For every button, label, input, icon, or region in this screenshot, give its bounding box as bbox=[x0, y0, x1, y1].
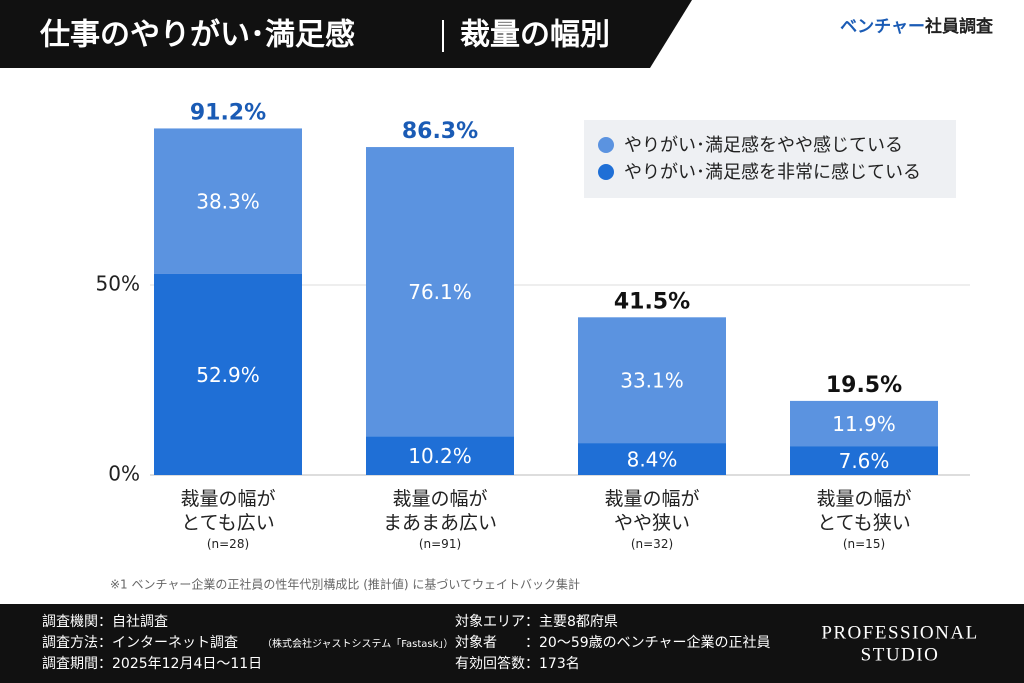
value-label: 76.1% bbox=[408, 280, 472, 304]
bar-segment bbox=[366, 147, 514, 437]
footer-text: 調査機関：自社調査 bbox=[42, 614, 168, 630]
value-label: 33.1% bbox=[620, 369, 684, 393]
bar-segment bbox=[578, 443, 726, 475]
footer-text: 調査方法：インターネット調査 bbox=[42, 635, 238, 651]
footer-band bbox=[0, 604, 1024, 683]
value-label: 52.9% bbox=[196, 363, 260, 387]
total-label: 91.2% bbox=[190, 100, 266, 125]
y-tick-label: 50% bbox=[96, 272, 140, 296]
total-label: 86.3% bbox=[402, 119, 478, 144]
sample-size: (n=28) bbox=[206, 537, 250, 551]
legend-label: やりがい･満足感を非常に感じている bbox=[624, 162, 921, 183]
brand: ベンチャー bbox=[840, 17, 925, 37]
logo: PROFESSIONAL bbox=[821, 622, 978, 643]
value-label: 7.6% bbox=[839, 449, 890, 473]
footer-text: 対象エリア：主要8都府県 bbox=[455, 614, 618, 630]
x-tick-label: 裁量の幅が やや狭い bbox=[604, 488, 700, 534]
x-tick-label: 裁量の幅が まあまあ広い bbox=[382, 488, 497, 534]
header-band bbox=[0, 0, 692, 68]
sample-size: (n=15) bbox=[842, 537, 886, 551]
legend-box bbox=[584, 120, 956, 198]
title: 仕事のやりがい･満足感 bbox=[39, 18, 355, 53]
bar-segment bbox=[366, 436, 514, 475]
bar-segment bbox=[790, 400, 938, 447]
footer-text: 有効回答数：173名 bbox=[455, 655, 580, 672]
y-tick-label: 0% bbox=[108, 462, 140, 486]
sample-size: (n=91) bbox=[418, 537, 462, 551]
total-label: 19.5% bbox=[826, 373, 902, 398]
legend-marker bbox=[598, 164, 614, 180]
logo: STUDIO bbox=[861, 644, 940, 665]
total-label: 41.5% bbox=[614, 289, 690, 314]
footer-text: 調査期間：2025年12月4日〜11日 bbox=[42, 656, 262, 672]
legend-marker bbox=[598, 137, 614, 153]
x-tick-label: 裁量の幅が とても狭い bbox=[816, 488, 912, 534]
bar-segment bbox=[154, 128, 302, 274]
legend-label: やりがい･満足感をやや感じている bbox=[624, 135, 903, 156]
footer-text: （株式会社ジャストシステム「Fastask」） bbox=[262, 637, 453, 650]
value-label: 11.9% bbox=[832, 412, 896, 436]
value-label: 38.3% bbox=[196, 190, 260, 214]
bar-segment bbox=[790, 446, 938, 475]
x-tick-label: 裁量の幅が とても広い bbox=[180, 488, 276, 534]
sample-size: (n=32) bbox=[630, 537, 674, 551]
footer-text: 対象者 ：20〜59歳のベンチャー企業の正社員 bbox=[455, 634, 771, 651]
value-label: 8.4% bbox=[627, 448, 678, 472]
bar-segment bbox=[578, 317, 726, 444]
note: ※1 ベンチャー企業の正社員の性年代別構成比 (推計値) に基づいてウェイトバッ… bbox=[110, 577, 580, 592]
subtitle: 裁量の幅別 bbox=[460, 18, 610, 53]
bar-segment bbox=[154, 273, 302, 475]
value-label: 10.2% bbox=[408, 444, 472, 468]
brand: 社員調査 bbox=[924, 16, 994, 37]
